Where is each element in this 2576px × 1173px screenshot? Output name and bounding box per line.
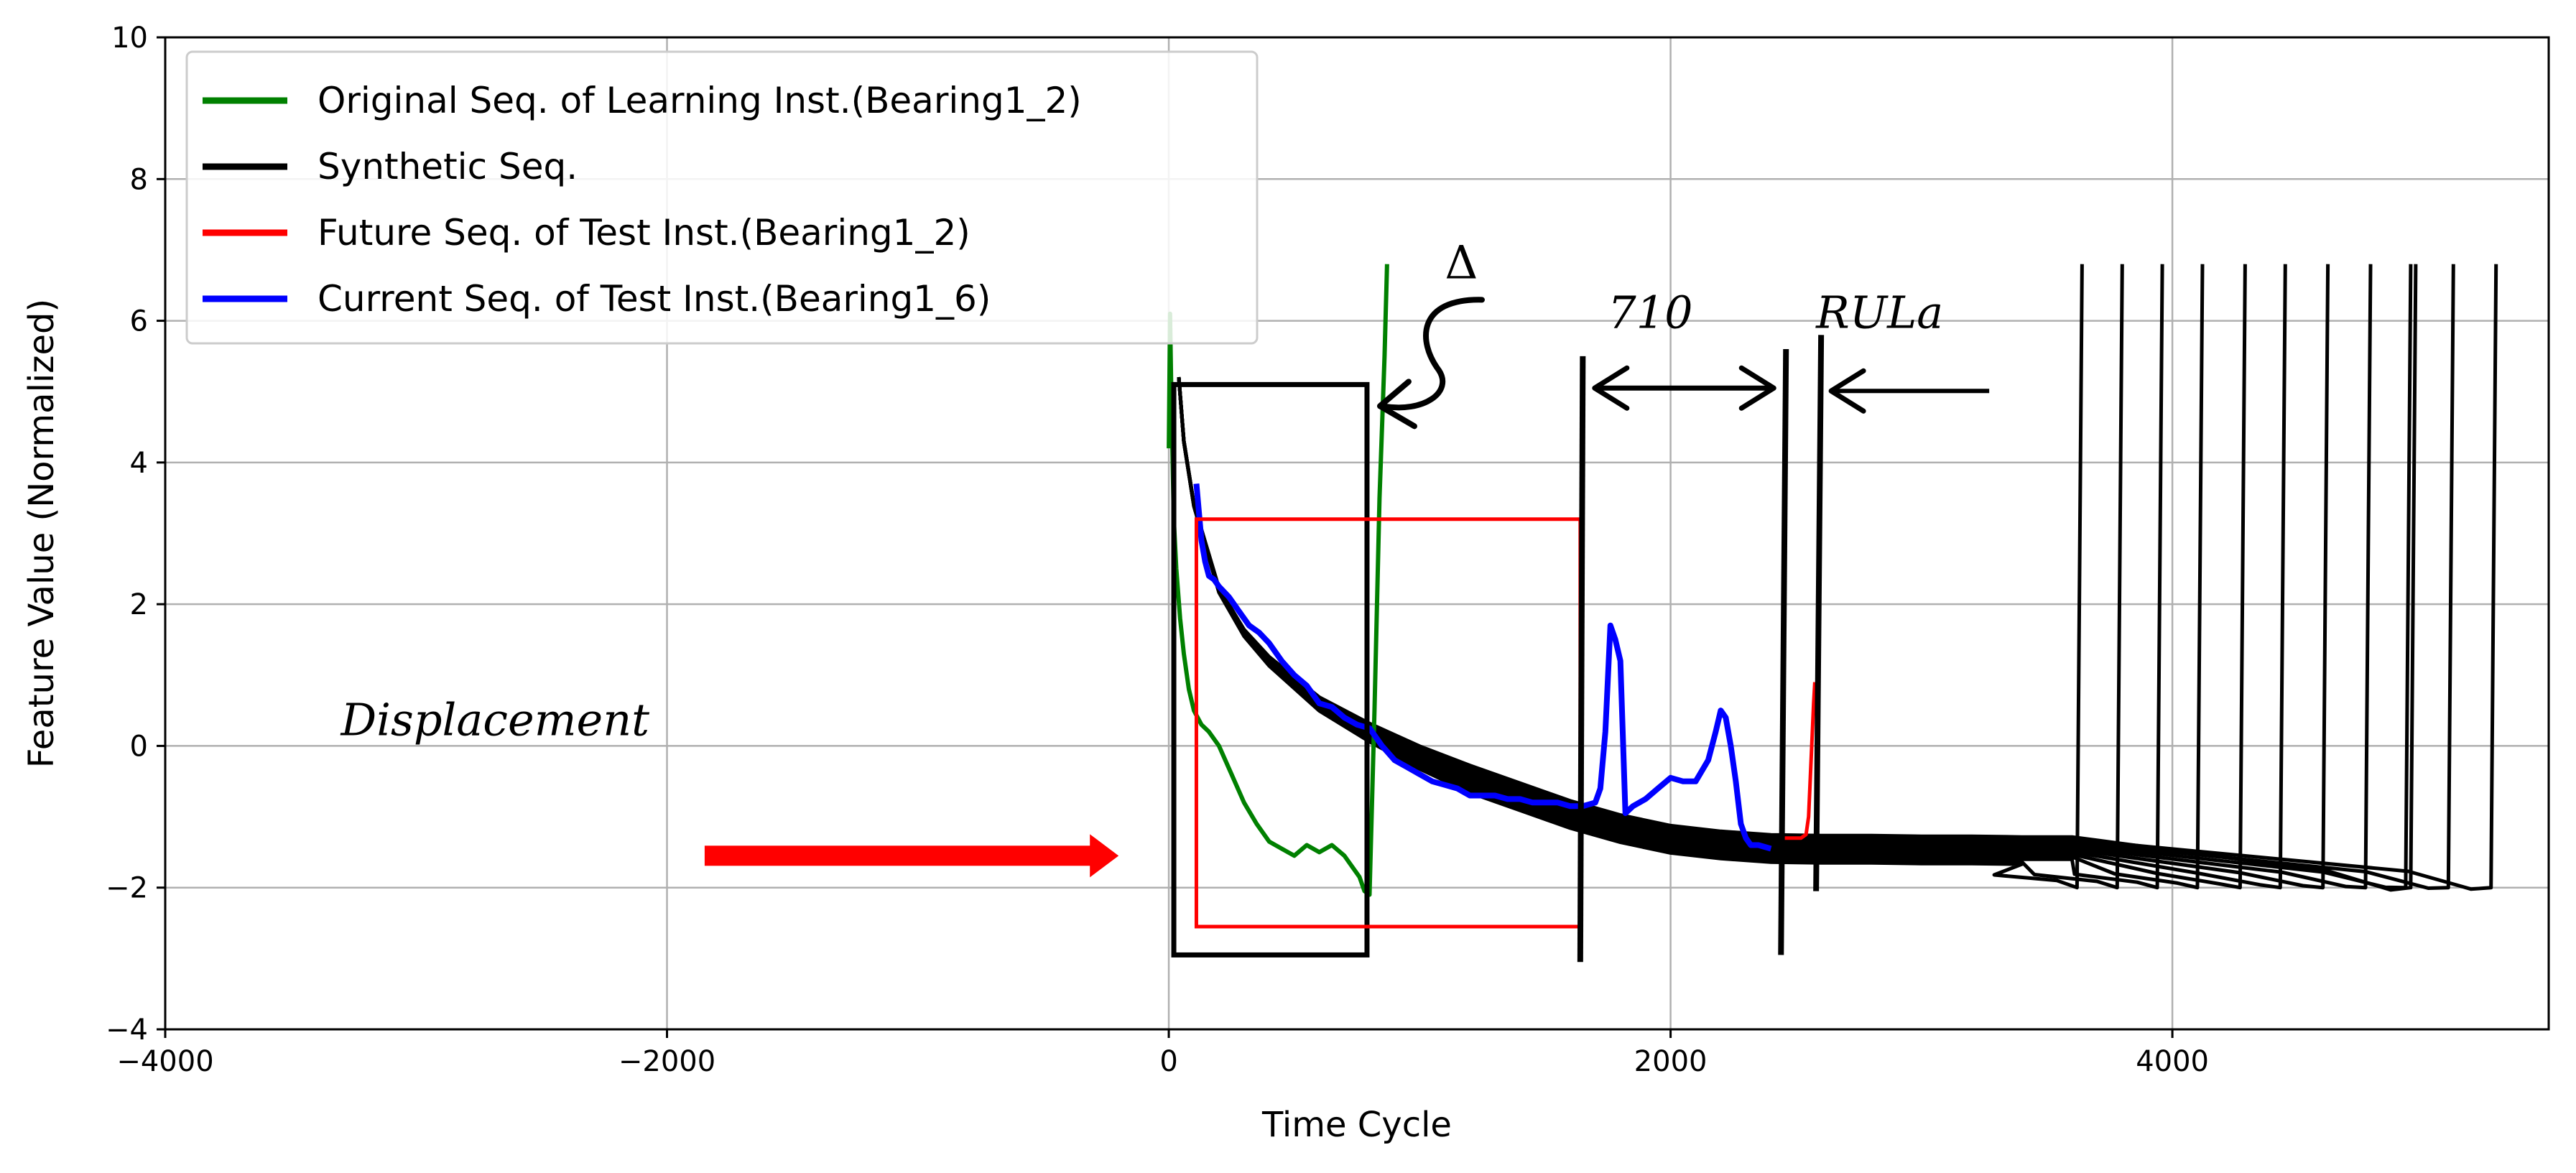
legend-box [185, 50, 1259, 345]
synthetic-sequence-line [1177, 264, 2205, 890]
legend: Original Seq. of Learning Inst.(Bearing1… [185, 50, 1259, 345]
rul-marker-line [1778, 348, 1789, 955]
delta-arrowhead [1376, 379, 1417, 430]
x-tick-label: 2000 [1634, 1045, 1708, 1078]
original-sequence-line [1167, 264, 1389, 897]
rul-marker-line [1813, 335, 1825, 891]
ticks: −4000 −2000 0 2000 4000 −4 −2 0 2 4 6 8 10 [106, 22, 2209, 1078]
displacement-arrowhead [1090, 834, 1119, 878]
rul-710-label: 710 [1608, 286, 1692, 338]
rula-label: RULa [1815, 286, 1943, 338]
x-tick-label: −2000 [618, 1045, 715, 1078]
legend-label: Synthetic Seq. [318, 146, 578, 187]
synthetic-sequence-line [1177, 264, 2418, 892]
series-layer [1167, 264, 2498, 897]
y-tick-label: −2 [106, 872, 148, 905]
synthetic-sequence-line [1177, 264, 2373, 890]
y-tick-label: 10 [111, 22, 148, 55]
displacement-arrow-shaft [704, 845, 1093, 866]
synthetic-sequence-line [1177, 264, 2413, 890]
delta-box-black [1171, 381, 1370, 958]
delta-curved-arrow [1379, 297, 1485, 411]
legend-label: Original Seq. of Learning Inst.(Bearing1… [318, 80, 1082, 121]
x-tick-label: 0 [1159, 1045, 1177, 1078]
synthetic-sequence-line [1177, 264, 2084, 890]
legend-label: Current Seq. of Test Inst.(Bearing1_6) [318, 278, 991, 320]
synthetic-sequence-line [1177, 264, 2330, 890]
y-tick-label: 2 [130, 588, 148, 621]
y-tick-label: 8 [130, 163, 148, 196]
y-tick-label: 6 [130, 305, 148, 338]
current-sequence-line [1193, 483, 1772, 852]
y-tick-label: 0 [130, 730, 148, 763]
displacement-label: Displacement [340, 694, 649, 746]
x-tick-label: −4000 [116, 1045, 213, 1078]
y-tick-label: 4 [130, 447, 148, 480]
rula-arrowhead [1828, 368, 1866, 414]
delta-label: Δ [1445, 236, 1478, 289]
rul-bracket-right-arrowhead [1738, 365, 1776, 411]
rul-bracket-left-arrowhead [1592, 365, 1630, 411]
x-tick-label: 4000 [2136, 1045, 2209, 1078]
legend-label: Future Seq. of Test Inst.(Bearing1_2) [318, 212, 970, 254]
annotations-layer: Displacement Δ 710 RULa [340, 236, 1990, 963]
y-axis-title: Feature Value (Normalized) [22, 299, 62, 768]
synthetic-sequence-line [1177, 264, 2247, 890]
plot-frame [164, 36, 2550, 1031]
rul-marker-line [1577, 356, 1586, 963]
future-sequence-line [1781, 682, 1817, 840]
y-tick-label: −4 [106, 1014, 148, 1047]
delta-box-red [1194, 517, 1583, 929]
x-axis-title: Time Cycle [1261, 1105, 1452, 1145]
